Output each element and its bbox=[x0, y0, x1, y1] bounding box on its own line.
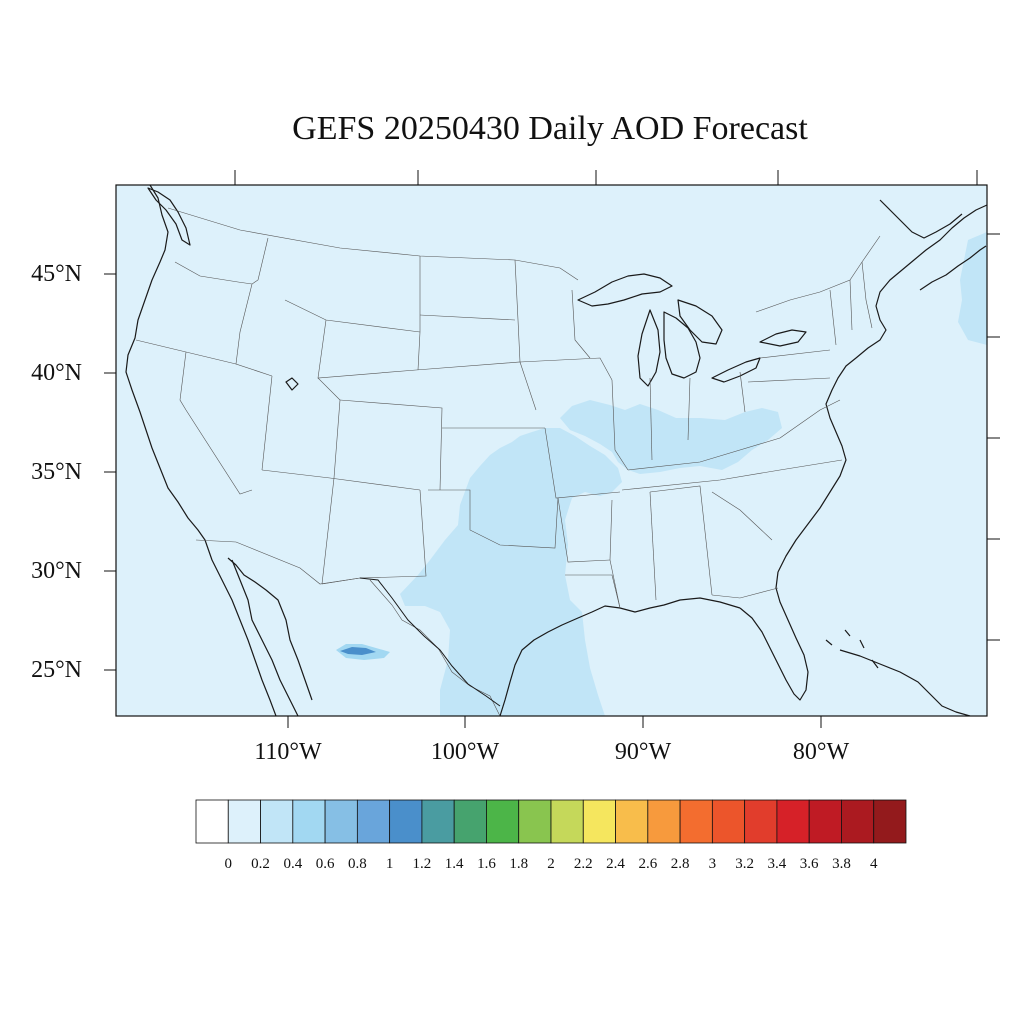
colorbar-swatch-19 bbox=[808, 799, 842, 844]
state-boundaries bbox=[135, 207, 881, 716]
colorbar-swatch-5 bbox=[356, 799, 391, 844]
colorbar-swatch-3 bbox=[292, 799, 326, 844]
lon-label-90w: 90°W bbox=[614, 739, 672, 765]
colorbar-label: 2.8 bbox=[670, 856, 690, 872]
us-mexico-border bbox=[359, 577, 501, 707]
colorbar-swatch-2 bbox=[260, 799, 294, 844]
colorbar-swatch-20 bbox=[841, 799, 875, 844]
colorbar-label: 1 bbox=[385, 856, 394, 872]
colorbar-label: 2 bbox=[547, 856, 555, 872]
lat-label-30n: 30°N bbox=[31, 558, 82, 584]
axis-ticks bbox=[104, 170, 1000, 728]
colorbar-swatch-9 bbox=[486, 799, 520, 844]
colorbar-swatch-21 bbox=[873, 799, 907, 844]
colorbar-swatch-15 bbox=[679, 799, 713, 844]
lon-label-80w: 80°W bbox=[792, 739, 850, 765]
lat-label-25n: 25°N bbox=[31, 657, 82, 683]
colorbar-swatch-1 bbox=[227, 799, 261, 844]
colorbar-swatch-4 bbox=[324, 799, 358, 844]
colorbar-label: 1.2 bbox=[412, 856, 432, 872]
colorbar-swatch-14 bbox=[647, 799, 681, 844]
colorbar-swatch-11 bbox=[550, 799, 584, 844]
lon-label-110w: 110°W bbox=[254, 739, 322, 765]
map-frame bbox=[115, 184, 988, 717]
colorbar-label: 1.8 bbox=[509, 856, 529, 872]
colorbar-swatch-6 bbox=[389, 799, 423, 844]
lon-label-100w: 100°W bbox=[430, 739, 500, 765]
colorbar-label: 0.8 bbox=[347, 856, 367, 872]
aod-region-nova-scotia bbox=[958, 232, 987, 345]
colorbar-label: 1.4 bbox=[444, 856, 464, 872]
colorbar-label: 3 bbox=[708, 856, 717, 872]
colorbar-swatch-18 bbox=[776, 799, 810, 844]
colorbar-label: 3.2 bbox=[735, 856, 754, 872]
figure-title: GEFS 20250430 Daily AOD Forecast bbox=[292, 110, 808, 147]
colorbar-label: 3.4 bbox=[767, 856, 787, 872]
aod-hotspot-core bbox=[340, 647, 376, 655]
colorbar-label: 0.6 bbox=[315, 856, 335, 872]
colorbar-label: 1.6 bbox=[477, 856, 496, 872]
colorbar-label: 0 bbox=[224, 856, 233, 872]
lat-label-40n: 40°N bbox=[31, 360, 82, 386]
colorbar-swatch-7 bbox=[421, 799, 455, 844]
aod-region-south-central bbox=[400, 428, 622, 716]
colorbar-swatch-13 bbox=[615, 799, 649, 844]
lat-label-35n: 35°N bbox=[31, 459, 82, 485]
colorbar-swatch-10 bbox=[518, 799, 552, 844]
colorbar-label: 0.2 bbox=[251, 856, 270, 872]
colorbar-swatch-8 bbox=[453, 799, 487, 844]
colorbar-label: 0.4 bbox=[283, 856, 303, 872]
aod-region-ohio-valley bbox=[560, 400, 782, 474]
colorbar-label: 2.6 bbox=[638, 856, 658, 872]
colorbar-label: 2.4 bbox=[606, 856, 625, 872]
colorbar-label: 3.8 bbox=[832, 856, 851, 872]
colorbar bbox=[195, 799, 907, 844]
colorbar-label: 2.2 bbox=[573, 856, 593, 872]
colorbar-label: 3.6 bbox=[799, 856, 819, 872]
colorbar-swatch-16 bbox=[711, 799, 746, 844]
colorbar-label: 4 bbox=[869, 856, 878, 872]
colorbar-swatch-12 bbox=[582, 799, 616, 844]
coastlines bbox=[125, 185, 987, 716]
colorbar-swatch-17 bbox=[744, 799, 778, 844]
lat-label-45n: 45°N bbox=[31, 261, 82, 287]
colorbar-swatch-0 bbox=[195, 799, 229, 844]
